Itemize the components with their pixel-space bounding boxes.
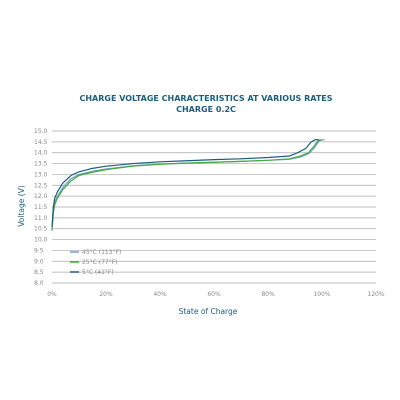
y-axis-ticks: 8.0 8.5 9.0 9.5 10.0 10.5 11.0 11.5 12.0 12.5 13.0…	[34, 128, 48, 287]
x-tick-label: 120%	[367, 291, 384, 298]
x-tick-label: 80%	[261, 291, 275, 298]
x-tick-label: 40%	[153, 291, 167, 298]
y-tick-label: 10.0	[34, 237, 48, 244]
y-tick-label: 15.0	[34, 128, 48, 135]
y-tick-label: 12.0	[34, 193, 48, 200]
y-tick-label: 8.0	[34, 280, 44, 287]
legend-label: 45°C (113°F)	[82, 249, 121, 256]
legend-label: 5°C (41°F)	[82, 269, 114, 276]
series-line-1	[51, 139, 323, 231]
y-tick-label: 11.5	[34, 204, 48, 211]
y-tick-label: 11.0	[34, 215, 48, 222]
x-tick-label: 100%	[313, 291, 330, 298]
chart-subtitle: CHARGE 0.2C	[176, 105, 236, 114]
chart-title: CHARGE VOLTAGE CHARACTERISTICS AT VARIOU…	[79, 94, 332, 103]
y-tick-label: 13.0	[34, 171, 48, 178]
x-axis-label: State of Charge	[179, 307, 238, 316]
y-tick-label: 14.5	[34, 139, 48, 146]
x-tick-label: 0%	[47, 291, 57, 298]
grid-lines	[52, 130, 376, 284]
x-tick-label: 60%	[207, 291, 221, 298]
y-tick-label: 14.0	[34, 150, 48, 157]
legend-label: 25°C (77°F)	[82, 259, 118, 266]
y-axis-label: Voltage (V)	[17, 185, 26, 227]
y-tick-label: 13.5	[34, 161, 48, 168]
y-tick-label: 8.5	[34, 269, 44, 276]
x-tick-label: 20%	[99, 291, 113, 298]
legend: 45°C (113°F) 25°C (77°F) 5°C (41°F)	[70, 249, 121, 276]
y-tick-label: 12.5	[34, 182, 48, 189]
series-lines	[51, 139, 325, 231]
x-axis-ticks: 0% 20% 40% 60% 80% 100% 120%	[47, 291, 385, 298]
y-tick-label: 9.0	[34, 258, 44, 265]
y-tick-label: 10.5	[34, 226, 48, 233]
series-line-2	[51, 139, 320, 227]
y-tick-label: 9.5	[34, 247, 44, 254]
